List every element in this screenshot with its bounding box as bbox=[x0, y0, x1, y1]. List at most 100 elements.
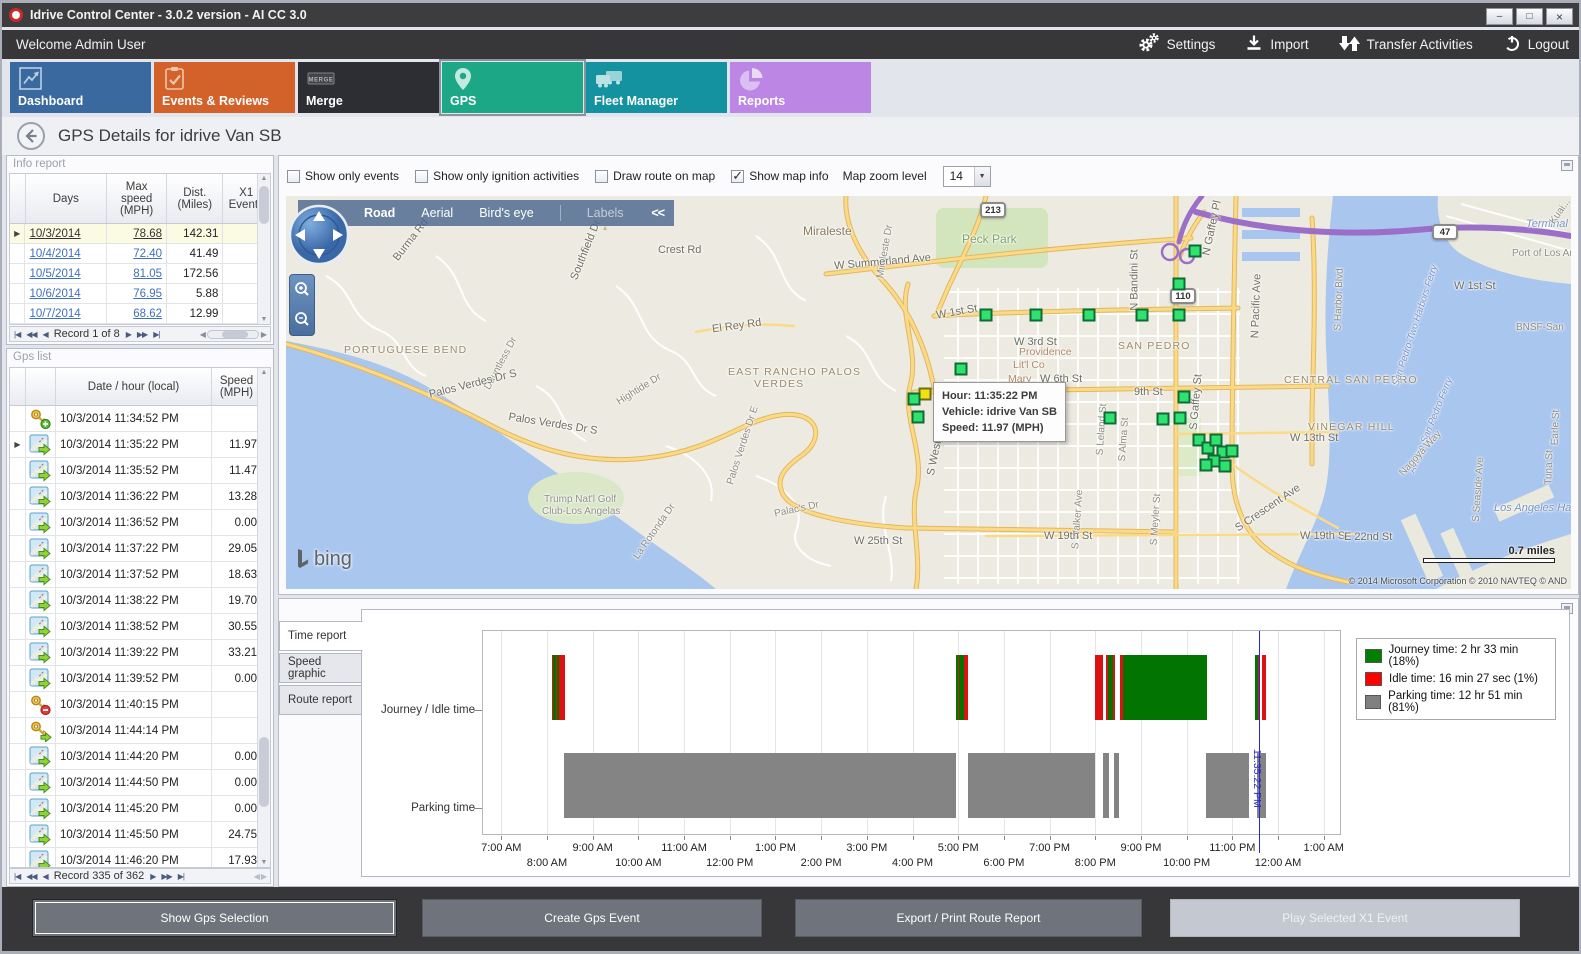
gps-row[interactable]: 10/3/2014 11:39:22 PM 33.21 bbox=[10, 640, 270, 666]
gps-event-marker[interactable] bbox=[1156, 412, 1170, 426]
show-gps-selection-button[interactable]: Show Gps Selection bbox=[32, 899, 397, 937]
menu-logout[interactable]: Logout bbox=[1503, 34, 1569, 55]
last-page-button[interactable]: ▶| bbox=[153, 329, 160, 339]
close-button[interactable]: × bbox=[1546, 8, 1573, 25]
cell-max-speed[interactable]: 76.95 bbox=[107, 284, 168, 303]
zoom-in-button[interactable] bbox=[290, 275, 314, 305]
cell-max-speed[interactable]: 81.05 bbox=[107, 264, 168, 283]
prev-record-button[interactable]: ◀ bbox=[42, 871, 49, 881]
max-speed-link[interactable]: 78.68 bbox=[133, 227, 163, 240]
tab-speed-graphic[interactable]: Speed graphic bbox=[279, 653, 362, 683]
prev-group-button[interactable]: ◀◀ bbox=[26, 871, 37, 881]
collapse-map-bar-button[interactable]: << bbox=[651, 206, 665, 220]
checkbox-box[interactable] bbox=[415, 169, 429, 183]
gps-event-marker[interactable] bbox=[1177, 390, 1191, 404]
column-header-dist-miles[interactable]: Dist. (Miles) bbox=[167, 174, 224, 223]
checkbox-draw-route-on-map[interactable]: Draw route on map bbox=[595, 169, 715, 183]
gps-event-marker[interactable] bbox=[1172, 308, 1186, 322]
gps-table-scrollbar[interactable]: ▲ ▼ bbox=[257, 368, 270, 867]
gps-event-marker[interactable] bbox=[1082, 308, 1096, 322]
tab-dashboard[interactable]: Dashboard bbox=[10, 62, 151, 113]
table-row[interactable]: 10/4/2014 72.40 41.49 bbox=[10, 244, 270, 264]
create-gps-event-button[interactable]: Create Gps Event bbox=[422, 899, 762, 937]
gps-row[interactable]: 10/3/2014 11:44:20 PM 0.00 bbox=[10, 744, 270, 770]
gps-event-marker[interactable] bbox=[1172, 277, 1186, 291]
gps-event-marker[interactable] bbox=[1188, 244, 1202, 258]
table-row[interactable]: 10/6/2014 76.95 5.88 bbox=[10, 284, 270, 304]
first-page-button[interactable]: |◀ bbox=[14, 329, 21, 339]
chevron-down-icon[interactable]: ▼ bbox=[973, 166, 990, 186]
cell-days[interactable]: 10/5/2014 bbox=[25, 264, 107, 283]
table-row[interactable]: ▶ 10/3/2014 78.68 142.31 bbox=[10, 224, 270, 244]
gps-row[interactable]: 10/3/2014 11:45:50 PM 24.75 bbox=[10, 822, 270, 848]
next-record-button[interactable]: ▶ bbox=[125, 329, 132, 339]
tab-merge[interactable]: MERGE Merge bbox=[298, 62, 439, 113]
gps-row[interactable]: ▶ 10/3/2014 11:35:22 PM 11.97 bbox=[10, 432, 270, 458]
cell-max-speed[interactable]: 72.40 bbox=[107, 244, 168, 263]
max-speed-link[interactable]: 68.62 bbox=[133, 307, 163, 320]
gps-event-marker[interactable] bbox=[1029, 308, 1043, 322]
tab-fleet-manager[interactable]: Fleet Manager bbox=[586, 62, 727, 113]
gps-event-marker[interactable] bbox=[1173, 411, 1187, 425]
checkbox-show-only-ignition-activities[interactable]: Show only ignition activities bbox=[415, 169, 579, 183]
table-row[interactable]: 10/7/2014 68.62 12.99 bbox=[10, 304, 270, 324]
tab-time-report[interactable]: Time report bbox=[279, 621, 363, 651]
column-header-max-speed-mph[interactable]: Max speed (MPH) bbox=[107, 174, 168, 223]
gps-row[interactable]: 10/3/2014 11:39:52 PM 0.00 bbox=[10, 666, 270, 692]
checkbox-box[interactable] bbox=[287, 169, 300, 183]
prev-record-button[interactable]: ◀ bbox=[42, 329, 49, 339]
gps-event-marker[interactable] bbox=[1218, 459, 1232, 473]
max-speed-link[interactable]: 81.05 bbox=[133, 267, 163, 280]
maximize-button[interactable]: □ bbox=[1516, 8, 1543, 25]
cell-days[interactable]: 10/6/2014 bbox=[25, 284, 107, 303]
map-mode-aerial[interactable]: Aerial bbox=[421, 206, 454, 220]
zoom-out-button[interactable] bbox=[290, 305, 314, 335]
gps-event-marker[interactable] bbox=[1225, 444, 1239, 458]
map-mode-bird-s-eye[interactable]: Bird's eye bbox=[479, 206, 534, 220]
gps-row[interactable]: 10/3/2014 11:40:15 PM bbox=[10, 692, 270, 718]
gps-row[interactable]: 10/3/2014 11:36:52 PM 0.00 bbox=[10, 510, 270, 536]
column-header-days[interactable]: Days bbox=[26, 174, 108, 223]
minimize-button[interactable]: – bbox=[1486, 8, 1513, 25]
gps-event-marker[interactable] bbox=[979, 308, 993, 322]
column-header-date-hour[interactable]: Date / hour (local) bbox=[56, 368, 212, 405]
gps-event-marker[interactable] bbox=[911, 410, 925, 424]
map-mode-road[interactable]: Road bbox=[364, 206, 395, 220]
day-link[interactable]: 10/4/2014 bbox=[29, 247, 81, 260]
panel-maximize-icon[interactable] bbox=[1561, 160, 1573, 171]
tab-events-reviews[interactable]: Events & Reviews bbox=[154, 62, 295, 113]
info-hscrollbar[interactable]: ◀ ▶ bbox=[199, 329, 267, 339]
gps-row[interactable]: 10/3/2014 11:36:22 PM 13.28 bbox=[10, 484, 270, 510]
next-group-button[interactable]: ▶▶ bbox=[136, 329, 148, 339]
gps-row[interactable]: 10/3/2014 11:38:52 PM 30.55 bbox=[10, 614, 270, 640]
column-header-speed[interactable]: Speed (MPH) bbox=[212, 368, 262, 405]
last-page-button[interactable]: ▶| bbox=[177, 871, 185, 881]
export-print-route-report-button[interactable]: Export / Print Route Report bbox=[795, 899, 1142, 937]
gps-row[interactable]: 10/3/2014 11:44:50 PM 0.00 bbox=[10, 770, 270, 796]
cell-days[interactable]: 10/3/2014 bbox=[25, 224, 107, 243]
gps-event-marker[interactable] bbox=[1199, 458, 1213, 472]
gps-row[interactable]: 10/3/2014 11:37:22 PM 29.05 bbox=[10, 536, 270, 562]
next-group-button[interactable]: ▶▶ bbox=[161, 871, 172, 881]
tab-gps[interactable]: GPS bbox=[439, 59, 586, 116]
gps-event-marker[interactable] bbox=[1103, 411, 1117, 425]
gps-event-marker[interactable] bbox=[1135, 308, 1149, 322]
checkbox-show-only-events[interactable]: Show only events bbox=[287, 169, 399, 183]
checkbox-show-map-info[interactable]: Show map info bbox=[731, 168, 829, 184]
max-speed-link[interactable]: 76.95 bbox=[133, 287, 163, 300]
gps-row[interactable]: 10/3/2014 11:37:52 PM 18.63 bbox=[10, 562, 270, 588]
first-page-button[interactable]: |◀ bbox=[14, 871, 21, 881]
back-button[interactable] bbox=[16, 121, 46, 151]
prev-group-button[interactable]: ◀◀ bbox=[26, 329, 37, 339]
day-link[interactable]: 10/7/2014 bbox=[29, 307, 81, 320]
checkbox-box[interactable] bbox=[595, 169, 609, 183]
gps-row[interactable]: 10/3/2014 11:44:14 PM bbox=[10, 718, 270, 744]
cell-max-speed[interactable]: 68.62 bbox=[107, 304, 168, 323]
cell-days[interactable]: 10/7/2014 bbox=[25, 304, 107, 323]
map-zoom-level-select[interactable]: 14 ▼ bbox=[942, 165, 991, 187]
day-link[interactable]: 10/6/2014 bbox=[29, 287, 81, 300]
gps-event-marker[interactable] bbox=[954, 362, 968, 376]
gps-row[interactable]: 10/3/2014 11:46:20 PM 17.93 bbox=[10, 848, 270, 867]
bing-map[interactable]: Miraleste Crest Rd Burma Rd Southfield Dr Mi… bbox=[286, 196, 1571, 589]
menu-settings[interactable]: Settings bbox=[1138, 33, 1215, 56]
